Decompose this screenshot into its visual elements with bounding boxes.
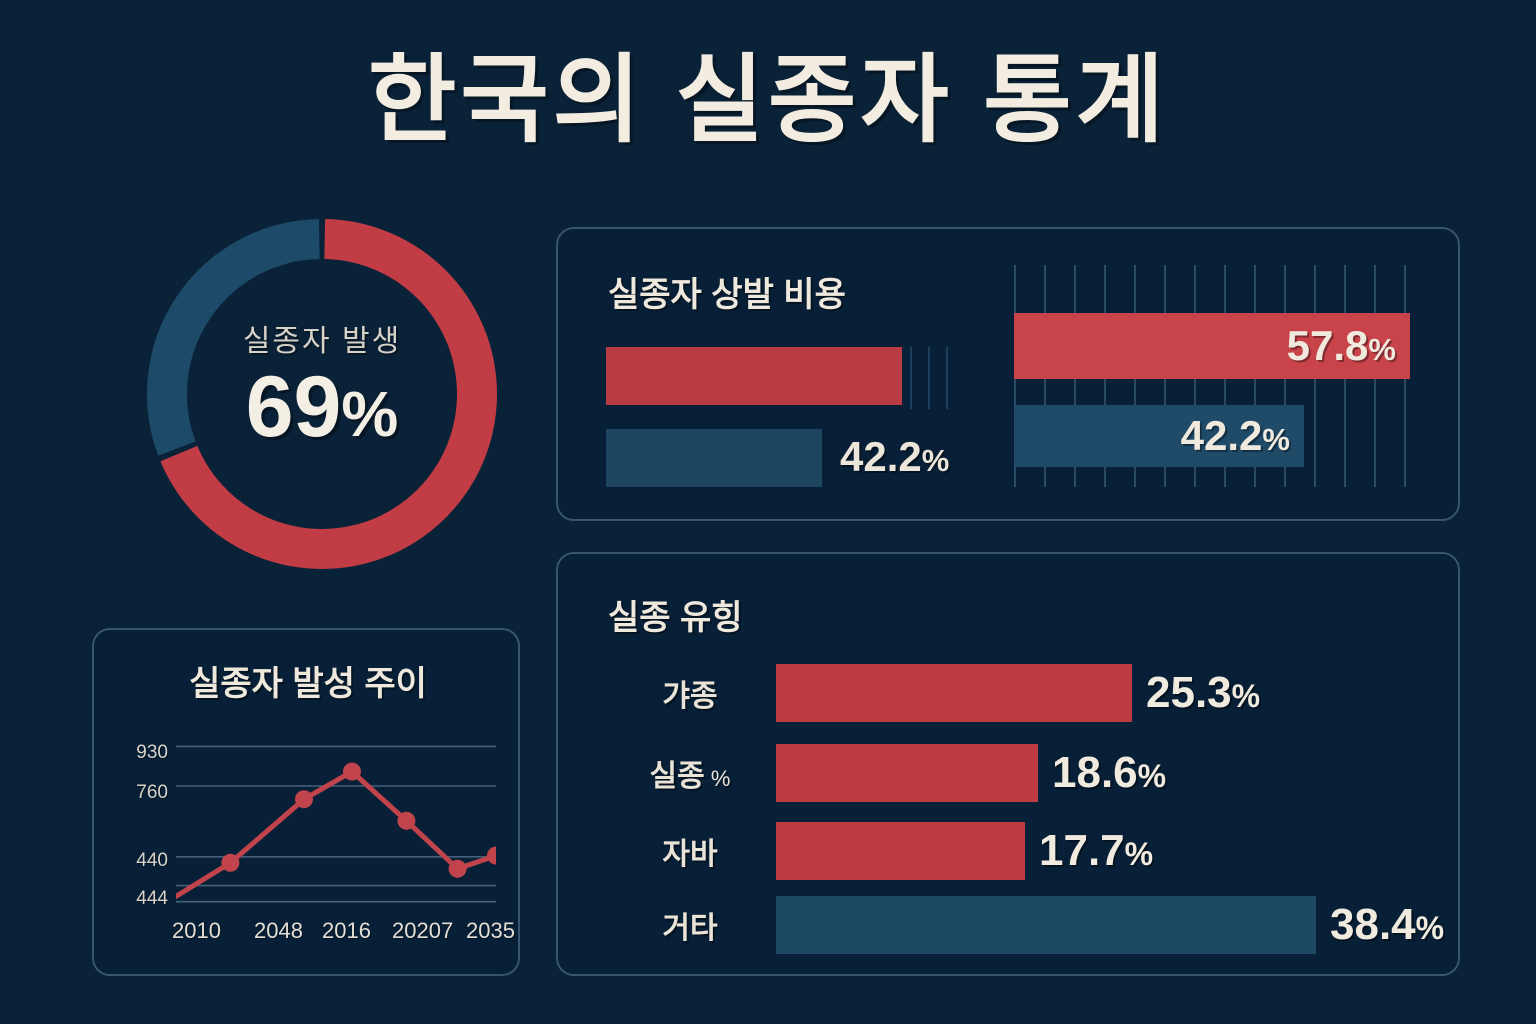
- trend-y-tick: 440: [136, 850, 168, 871]
- trend-data-point: [487, 846, 496, 865]
- donut-value-suffix: %: [341, 378, 399, 450]
- missing-type-value-number: 38.4: [1330, 900, 1416, 949]
- ratio-right-value-blue: 42.2%: [1181, 412, 1290, 460]
- ratio-right-value-red-suffix: %: [1368, 332, 1396, 367]
- trend-y-tick: 444: [136, 888, 168, 909]
- missing-type-category: 거타: [616, 903, 764, 947]
- trend-data-point: [295, 790, 313, 809]
- ratio-left-value-blue-suffix: %: [921, 443, 950, 478]
- missing-type-category: 실종 %: [616, 751, 764, 795]
- missing-type-panel: 실종 유힝 갸종 25.3% 실종 % 18.6% 자바 17.7% 거타 38.4%: [556, 552, 1460, 976]
- donut-center-value: 69%: [122, 358, 522, 457]
- missing-type-value-suffix: %: [1124, 836, 1154, 872]
- missing-type-value-number: 17.7: [1039, 826, 1125, 875]
- missing-type-value: 38.4%: [1330, 900, 1444, 950]
- missing-type-rows: 갸종 25.3% 실종 % 18.6% 자바 17.7% 거타 38.4%: [616, 664, 1444, 954]
- ratio-left-value-blue: 42.2%: [840, 433, 949, 481]
- missing-type-bar: [776, 744, 1038, 802]
- missing-type-category-suffix: %: [704, 766, 731, 791]
- donut-arc-blue: [147, 219, 321, 456]
- trend-x-tick: 20207: [392, 918, 454, 943]
- donut-center-label: 실종자 발생: [242, 325, 402, 358]
- missing-type-category-text: 갸종: [662, 680, 718, 713]
- trend-x-tick: 2010: [172, 918, 221, 943]
- trend-plot-area: [176, 738, 496, 906]
- trend-x-axis: 2010 2048 2016 20207 2035: [154, 918, 515, 952]
- ratio-left-value-blue-number: 42.2: [840, 433, 922, 480]
- ratio-panel-title: 실종자 상발 비용: [608, 276, 846, 314]
- donut-arc-red: [160, 219, 497, 569]
- ratio-mini-gridlines: [910, 347, 980, 409]
- trend-data-point: [221, 853, 240, 872]
- missing-type-value-suffix: %: [1415, 910, 1445, 946]
- trend-y-tick: 760: [136, 782, 168, 803]
- ratio-left-bar-red: [606, 347, 902, 405]
- trend-line: [176, 769, 496, 899]
- missing-type-row: 자바 17.7%: [616, 822, 1416, 880]
- page-title: 한국의 실종자 통계: [368, 47, 1168, 154]
- missing-type-row: 실종 % 18.6%: [616, 744, 1416, 802]
- ratio-left-bar-blue: [606, 429, 822, 487]
- missing-type-row: 갸종 25.3%: [616, 664, 1416, 722]
- missing-type-panel-title: 실종 유힝: [608, 599, 743, 637]
- missing-type-row: 거타 38.4%: [616, 896, 1444, 954]
- missing-type-value: 17.7%: [1039, 826, 1153, 876]
- donut-svg: [147, 219, 497, 569]
- ratio-right-bar-blue: 42.2%: [1014, 405, 1304, 467]
- donut-value-number: 69: [245, 359, 342, 455]
- missing-type-category-text: 실종: [649, 760, 705, 793]
- ratio-right-bar-group: 57.8% 42.2%: [1014, 265, 1414, 487]
- missing-type-bar: [776, 822, 1025, 880]
- missing-type-value: 25.3%: [1146, 668, 1260, 718]
- trend-data-point: [343, 762, 361, 781]
- trend-data-point: [448, 859, 467, 878]
- missing-type-value-suffix: %: [1231, 678, 1261, 714]
- trend-data-point: [397, 811, 416, 830]
- missing-type-bar: [776, 896, 1316, 954]
- trend-panel-title: 실종자 발성 주이: [189, 665, 427, 703]
- missing-type-value-number: 18.6: [1052, 748, 1138, 797]
- missing-type-category: 자바: [616, 829, 764, 873]
- missing-type-category-text: 거타: [662, 912, 718, 945]
- trend-x-tick: 2035: [466, 918, 515, 943]
- missing-type-bar: [776, 664, 1132, 722]
- ratio-panel: 실종자 상발 비용 42.2% 57.8% 42.2%: [556, 227, 1460, 521]
- ratio-right-value-red: 57.8%: [1287, 322, 1396, 370]
- missing-type-value-number: 25.3: [1146, 668, 1232, 717]
- donut-chart: 실종자 발생 69%: [122, 198, 522, 590]
- missing-type-category: 갸종: [616, 671, 764, 715]
- trend-gridlines: [176, 745, 496, 903]
- trend-x-tick: 2016: [322, 918, 371, 943]
- trend-panel: 실종자 발성 주이 930 760 440 444 2010 2048 2016 20207…: [92, 628, 520, 976]
- missing-type-value-suffix: %: [1137, 758, 1167, 794]
- ratio-right-value-blue-suffix: %: [1262, 422, 1290, 457]
- missing-type-value: 18.6%: [1052, 748, 1166, 798]
- trend-line-svg: [176, 745, 496, 903]
- trend-y-tick: 930: [136, 742, 168, 763]
- ratio-right-value-red-number: 57.8: [1286, 322, 1369, 369]
- ratio-right-bar-red: 57.8%: [1014, 313, 1410, 379]
- trend-data-points: [221, 762, 496, 878]
- ratio-left-bar-group: 42.2%: [606, 347, 1006, 487]
- ratio-right-value-blue-number: 42.2: [1180, 412, 1263, 459]
- trend-x-tick: 2048: [254, 918, 303, 943]
- missing-type-category-text: 자바: [662, 838, 718, 871]
